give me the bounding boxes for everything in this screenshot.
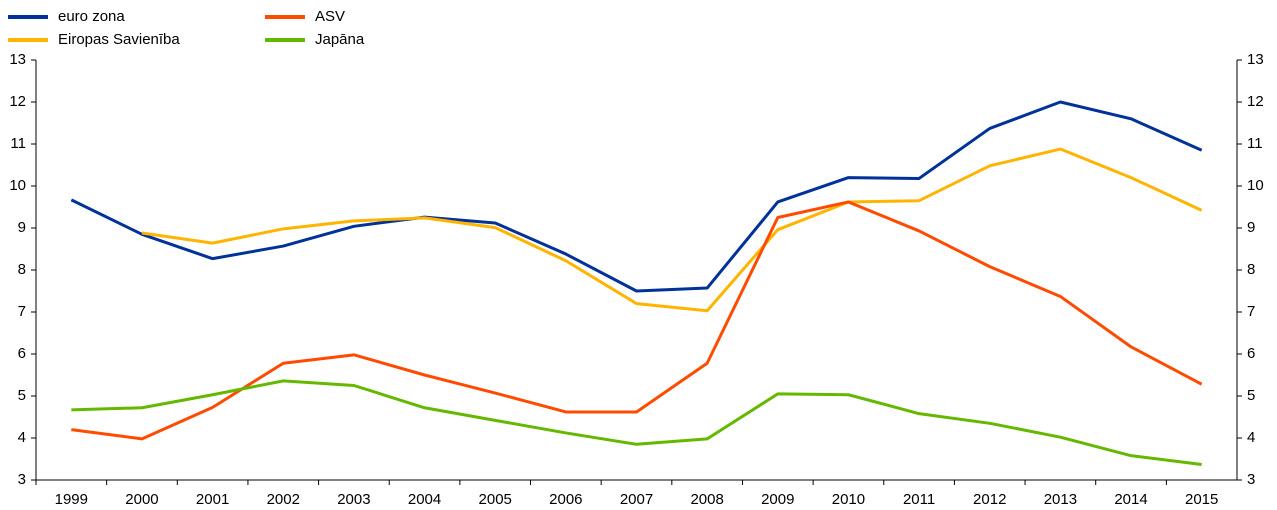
x-tick-label: 2014 <box>1114 491 1147 508</box>
y-tick-label: 13 <box>9 51 26 68</box>
y-tick-label: 4 <box>18 429 26 446</box>
x-tick-label: 2005 <box>479 491 512 508</box>
x-tick-label: 2003 <box>337 491 370 508</box>
x-tick-label: 2011 <box>903 491 935 508</box>
legend-label: ASV <box>315 8 345 25</box>
x-tick-label: 2006 <box>549 491 582 508</box>
y2-tick-label: 6 <box>1247 345 1255 362</box>
line-series <box>70 100 1203 293</box>
line-series <box>71 200 1203 441</box>
y2-tick-label: 8 <box>1247 261 1255 278</box>
line-series <box>71 379 1202 466</box>
y2-tick-label: 4 <box>1247 429 1255 446</box>
x-tick-label: 2001 <box>196 491 229 508</box>
x-tick-label: 2007 <box>620 491 653 508</box>
legend-label: euro zona <box>58 8 125 25</box>
y2-tick-label: 9 <box>1247 219 1255 236</box>
y2-tick-label: 3 <box>1247 471 1255 488</box>
x-tick-label: 2004 <box>408 491 441 508</box>
y-tick-label: 9 <box>18 219 26 236</box>
y-tick-label: 12 <box>9 93 26 110</box>
y2-tick-label: 13 <box>1247 51 1264 68</box>
line-series <box>141 147 1203 313</box>
y2-tick-label: 5 <box>1247 387 1255 404</box>
y-tick-label: 3 <box>18 471 26 488</box>
y-tick-label: 5 <box>18 387 26 404</box>
y-tick-label: 11 <box>10 135 26 152</box>
y-tick-label: 7 <box>18 303 26 320</box>
y2-tick-label: 12 <box>1247 93 1264 110</box>
x-tick-label: 2012 <box>973 491 1006 508</box>
x-tick-label: 2013 <box>1044 491 1077 508</box>
x-tick-label: 2000 <box>125 491 158 508</box>
x-tick-label: 2010 <box>832 491 865 508</box>
y-tick-label: 6 <box>18 345 26 362</box>
y-tick-label: 8 <box>18 261 26 278</box>
x-tick-label: 2008 <box>690 491 723 508</box>
y-tick-label: 10 <box>9 177 26 194</box>
legend-label: Eiropas Savienība <box>58 31 180 48</box>
y2-tick-label: 7 <box>1247 303 1255 320</box>
y2-tick-label: 10 <box>1247 177 1264 194</box>
x-tick-label: 2002 <box>267 491 300 508</box>
x-tick-label: 2009 <box>761 491 794 508</box>
x-tick-label: 1999 <box>55 491 88 508</box>
x-tick-label: 2015 <box>1185 491 1218 508</box>
y2-tick-label: 11 <box>1247 135 1263 152</box>
legend-label: Japāna <box>315 31 365 48</box>
